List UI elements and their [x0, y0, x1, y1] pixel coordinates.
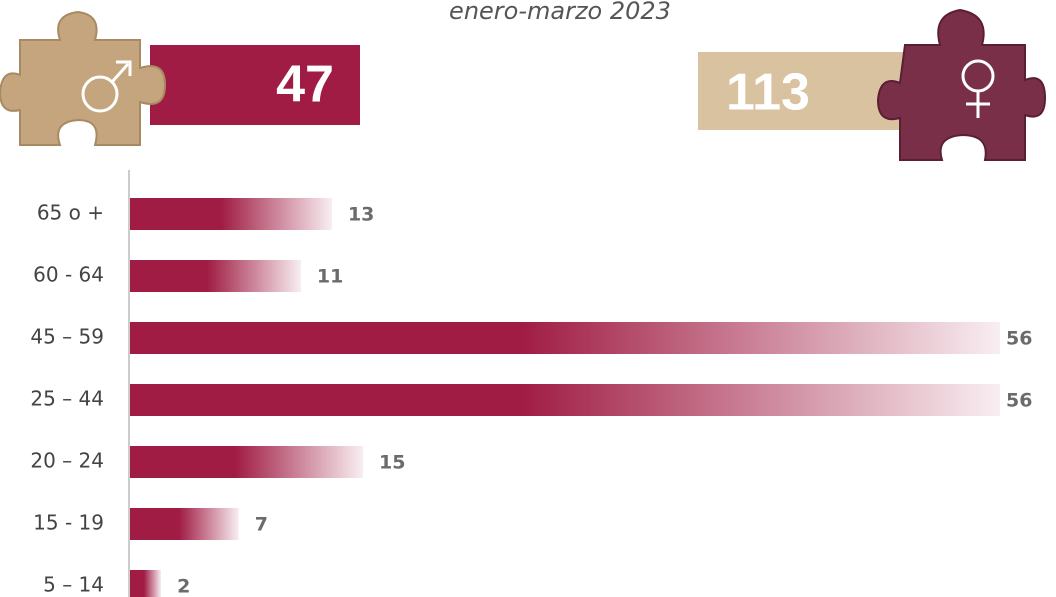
- value-label: 13: [348, 204, 374, 226]
- bar: [130, 198, 332, 230]
- female-total: 113: [726, 64, 810, 122]
- category-label: 25 – 44: [30, 387, 104, 411]
- value-label: 11: [317, 266, 343, 288]
- female-puzzle: [876, 8, 1047, 161]
- value-label: 15: [379, 452, 405, 474]
- male-symbol: [110, 63, 130, 83]
- category-label: 65 o +: [37, 201, 104, 225]
- male-symbol: [81, 75, 119, 113]
- bar: [130, 322, 1000, 354]
- bar: [130, 508, 239, 540]
- category-label: 60 - 64: [33, 263, 104, 287]
- value-label: 56: [1006, 390, 1032, 412]
- female-banner: [698, 52, 908, 130]
- category-label: 45 – 59: [30, 325, 104, 349]
- bar: [130, 260, 301, 292]
- category-label: 15 - 19: [33, 511, 104, 535]
- subtitle: enero-marzo 2023: [449, 0, 671, 25]
- value-label: 56: [1006, 328, 1032, 350]
- bar: [130, 570, 162, 597]
- male-symbol: [116, 60, 132, 76]
- bar: [130, 446, 364, 478]
- category-label: 5 – 14: [43, 573, 104, 597]
- male-total: 47: [276, 56, 334, 114]
- value-label: 7: [255, 514, 268, 536]
- male-banner: [150, 45, 360, 125]
- category-label: 20 – 24: [30, 449, 104, 473]
- value-label: 2: [177, 576, 190, 597]
- bar: [130, 384, 1000, 416]
- male-puzzle: [0, 10, 167, 146]
